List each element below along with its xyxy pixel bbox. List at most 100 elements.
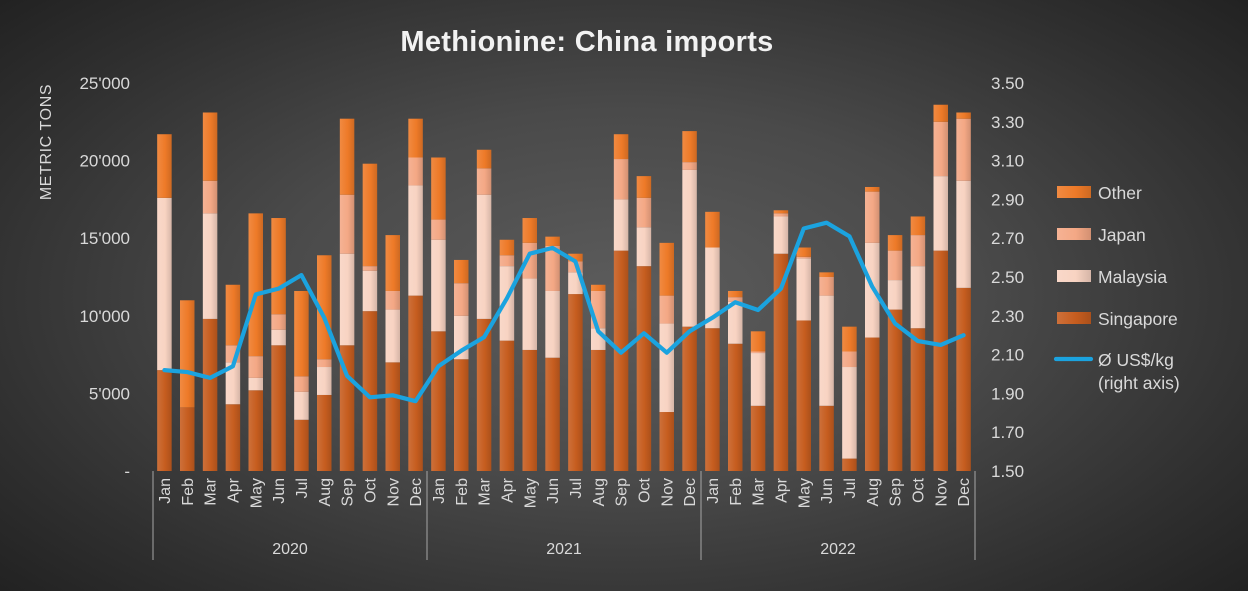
bar-malaysia-2021-dec xyxy=(682,169,697,327)
month-label: Mar xyxy=(203,477,220,505)
bar-malaysia-2020-sep xyxy=(339,253,355,346)
bar-malaysia-2020-may xyxy=(248,377,263,391)
bar-other-2020-jun xyxy=(271,218,286,315)
month-label: Sep xyxy=(340,478,357,507)
bar-japan-2021-mar xyxy=(476,168,492,195)
bar-other-2021-feb xyxy=(454,259,469,284)
legend-label: Singapore xyxy=(1098,309,1178,329)
left-tick-label: 20'000 xyxy=(79,152,130,171)
bar-other-2020-apr xyxy=(225,284,241,346)
bar-malaysia-2020-oct xyxy=(362,270,378,312)
bar-malaysia-2020-jun xyxy=(271,329,286,346)
bar-malaysia-2021-jun xyxy=(545,290,560,358)
bar-other-2022-jun xyxy=(819,272,834,277)
bar-other-2022-nov xyxy=(933,104,948,122)
bar-other-2022-mar xyxy=(750,331,766,352)
bar-japan-2021-nov xyxy=(659,295,674,324)
bar-other-2022-feb xyxy=(728,290,743,298)
bar-japan-2022-apr xyxy=(773,213,789,217)
bar-other-2022-jan xyxy=(705,211,720,248)
right-tick-label: 2.90 xyxy=(991,190,1024,209)
bar-other-2020-mar xyxy=(202,112,218,181)
bar-malaysia-2021-jan xyxy=(431,239,446,332)
line-layer xyxy=(162,220,966,404)
bar-malaysia-2022-dec xyxy=(956,180,971,288)
bar-other-2022-oct xyxy=(910,216,926,236)
bar-malaysia-2022-jul xyxy=(842,367,857,459)
bar-japan-2020-aug xyxy=(317,359,332,368)
left-tick-label: 10'000 xyxy=(79,307,130,326)
month-label: Jun xyxy=(271,478,288,504)
bar-malaysia-2022-sep xyxy=(887,280,903,310)
month-label: Feb xyxy=(180,478,197,506)
bar-malaysia-2020-nov xyxy=(385,309,400,363)
bar-other-2021-may xyxy=(522,218,537,243)
month-label: Dec xyxy=(408,478,425,506)
year-label: 2020 xyxy=(272,541,308,558)
right-axis-ticks: 1.50 1.70 1.90 2.10 2.30 2.50 2.70 2.90 3.10 3.30… xyxy=(991,74,1024,481)
bar-japan-2022-feb xyxy=(728,297,743,302)
bar-singapore-2021-sep xyxy=(613,250,629,471)
bar-japan-2022-dec xyxy=(956,118,971,181)
bar-japan-2022-oct xyxy=(910,235,926,267)
bar-singapore-2020-may xyxy=(248,390,263,471)
bar-other-2020-sep xyxy=(339,118,355,195)
bar-singapore-2020-mar xyxy=(202,318,218,471)
bar-singapore-2020-oct xyxy=(362,311,378,471)
legend-label: Ø US$/kg xyxy=(1098,350,1174,370)
bar-singapore-2020-aug xyxy=(317,394,332,471)
bar-singapore-2022-oct xyxy=(910,328,926,471)
bar-other-2020-oct xyxy=(362,163,378,267)
legend-swatch-japan xyxy=(1057,228,1091,240)
bar-other-2020-jul xyxy=(294,290,309,377)
bar-singapore-2022-jan xyxy=(705,328,720,471)
month-label: Jan xyxy=(431,478,448,504)
month-label: Dec xyxy=(682,478,699,506)
bar-singapore-2020-jan xyxy=(157,370,172,471)
right-tick-label: 1.50 xyxy=(991,462,1024,481)
bar-other-2021-aug xyxy=(591,284,606,291)
month-label: Aug xyxy=(591,478,608,506)
month-label: Sep xyxy=(614,478,631,507)
bar-singapore-2021-jan xyxy=(431,331,446,471)
month-label: Apr xyxy=(225,477,242,503)
bar-singapore-2022-nov xyxy=(933,250,948,471)
bar-malaysia-2020-aug xyxy=(317,367,332,395)
month-label: Jul xyxy=(568,478,585,498)
bar-other-2021-dec xyxy=(682,131,697,163)
bar-other-2020-jan xyxy=(157,134,172,198)
bars-layer xyxy=(157,104,971,471)
right-tick-label: 1.90 xyxy=(991,384,1024,403)
left-tick-label: 15'000 xyxy=(79,229,130,248)
bar-other-2021-jul xyxy=(568,253,583,262)
bar-malaysia-2021-apr xyxy=(499,266,515,341)
bar-malaysia-2022-feb xyxy=(728,301,743,344)
right-tick-label: 2.70 xyxy=(991,229,1024,248)
legend-label: Malaysia xyxy=(1098,267,1167,287)
bar-japan-2021-feb xyxy=(454,283,469,316)
right-tick-label: 3.10 xyxy=(991,152,1024,171)
bar-other-2021-oct xyxy=(636,176,652,198)
right-tick-label: 2.10 xyxy=(991,346,1024,365)
bar-japan-2020-nov xyxy=(385,290,400,310)
right-tick-label: 3.30 xyxy=(991,113,1024,132)
legend-label: Other xyxy=(1098,183,1142,203)
bar-malaysia-2022-jan xyxy=(705,247,720,329)
bar-singapore-2022-dec xyxy=(956,287,971,471)
month-label: Feb xyxy=(728,478,745,506)
bar-malaysia-2021-oct xyxy=(636,227,652,267)
bar-japan-2020-sep xyxy=(339,194,355,254)
bar-singapore-2020-feb xyxy=(180,407,195,471)
bar-japan-2020-jun xyxy=(271,314,286,330)
left-tick-label: 5'000 xyxy=(89,384,130,403)
bar-other-2022-sep xyxy=(887,235,903,251)
month-label: May xyxy=(248,478,265,508)
right-tick-label: 3.50 xyxy=(991,74,1024,93)
bar-malaysia-2022-oct xyxy=(910,266,926,329)
legend-swatch-malaysia xyxy=(1057,270,1091,282)
bar-malaysia-2021-sep xyxy=(613,199,629,251)
bar-singapore-2021-mar xyxy=(476,318,492,471)
bar-malaysia-2020-mar xyxy=(202,213,218,319)
bar-singapore-2020-jun xyxy=(271,345,286,471)
